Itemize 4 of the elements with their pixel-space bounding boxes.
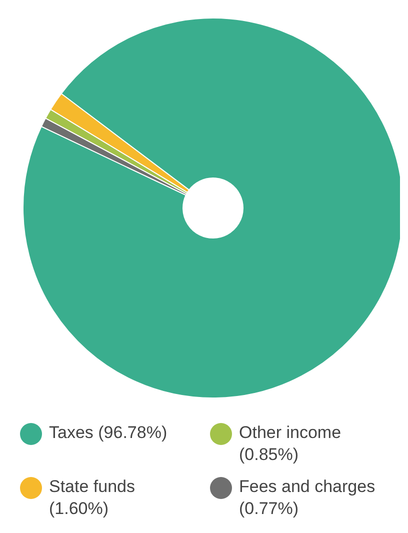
legend-label: Other income (0.85%) <box>239 422 342 466</box>
legend-label: Fees and charges (0.77%) <box>239 476 376 520</box>
slice-label: Taxes (96.78%) <box>49 422 168 444</box>
legend-label: State funds (1.60%) <box>49 476 136 520</box>
